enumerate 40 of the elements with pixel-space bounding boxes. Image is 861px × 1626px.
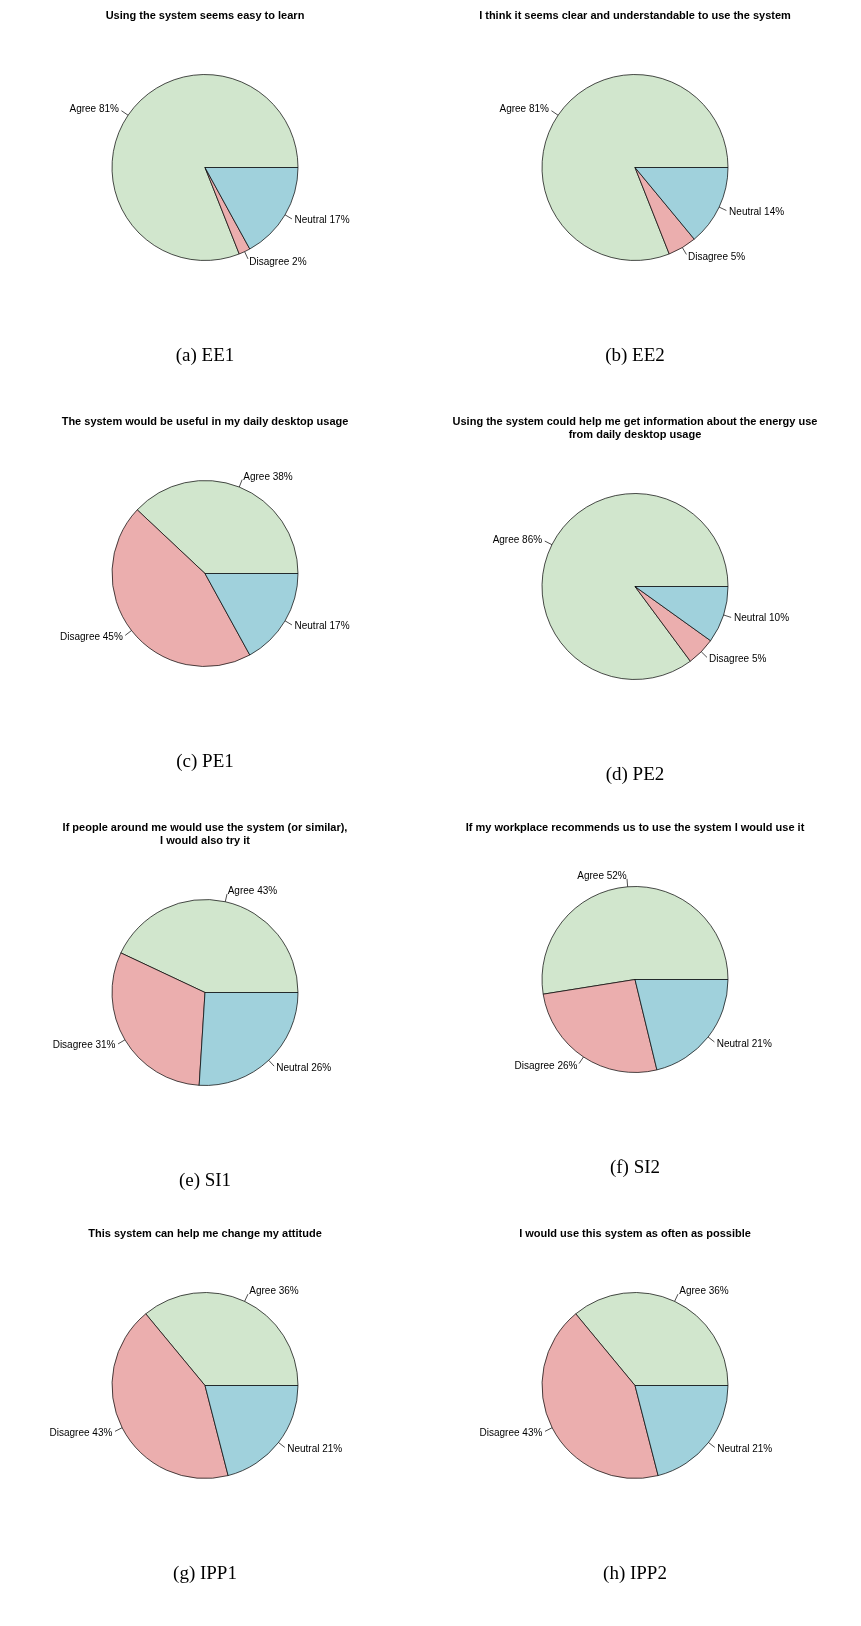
slice-label: Neutral 14% <box>729 205 785 217</box>
chart-title: If my workplace recommends us to use the system I would use it <box>465 821 805 833</box>
slice-label: Disagree 43% <box>479 1426 543 1438</box>
slice-label: Agree 81% <box>499 103 550 115</box>
slice-label: Neutral 17% <box>294 214 350 226</box>
slice-label: Neutral 10% <box>734 612 790 624</box>
slice-label: Neutral 26% <box>276 1062 332 1074</box>
slice-label: Disagree 31% <box>52 1039 116 1051</box>
slice-label: Neutral 17% <box>294 620 350 632</box>
chart-title: The system would be useful in my daily desktop usage <box>61 415 349 427</box>
text: (b) EE2 <box>605 344 665 366</box>
chart-title: I would use this system as often as possible <box>519 1227 751 1239</box>
slice-label: Disagree 5% <box>687 251 746 263</box>
text: (h) IPP2 <box>603 1562 667 1584</box>
slice-label: Agree 86% <box>492 533 543 545</box>
chart-title: If people around me would use the system (or similar), I would also try it <box>62 821 348 846</box>
slice-label: Agree 81% <box>69 103 120 115</box>
slice-label: Agree 38% <box>243 470 293 482</box>
text: (c) PE1 <box>176 750 234 772</box>
slice-label: Disagree 2% <box>249 255 307 267</box>
slice-label: Disagree 5% <box>709 653 767 665</box>
slice-label: Disagree 43% <box>49 1426 113 1438</box>
slice-label: Disagree 26% <box>514 1060 578 1072</box>
chart-title: This system can help me change my attitude <box>88 1227 322 1239</box>
slice-label: Agree 52% <box>577 869 627 881</box>
slice-label: Disagree 45% <box>60 631 123 643</box>
chart-title: I think it seems clear and understandable to use the system <box>479 9 792 21</box>
text: (g) IPP1 <box>173 1562 237 1584</box>
chart-title: Using the system seems easy to learn <box>105 9 305 21</box>
slice-label: Agree 36% <box>679 1285 729 1297</box>
slice-label: Agree 43% <box>227 885 278 896</box>
text: (a) EE1 <box>175 344 235 366</box>
slice-label: Agree 36% <box>249 1285 299 1297</box>
slice-label: Neutral 21% <box>717 1443 773 1455</box>
text: (f) SI2 <box>609 1156 661 1178</box>
text: (d) PE2 <box>605 763 665 785</box>
chart-title: Using the system could help me get information about the energy use from daily desktop usage <box>452 415 818 440</box>
slice-label: Neutral 21% <box>716 1037 772 1049</box>
slice-label: Neutral 21% <box>287 1443 343 1455</box>
text: (e) SI1 <box>178 1169 232 1191</box>
